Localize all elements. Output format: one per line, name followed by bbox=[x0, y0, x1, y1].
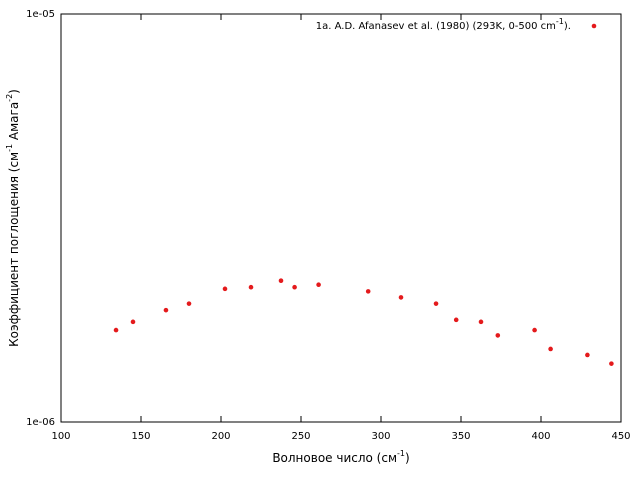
x-tick-label: 250 bbox=[291, 431, 310, 442]
point bbox=[532, 327, 537, 333]
x-tick-label: 450 bbox=[611, 431, 630, 442]
plot-frame bbox=[60, 13, 622, 423]
point bbox=[365, 289, 371, 294]
label-part: ). bbox=[564, 21, 571, 32]
label-part: 1a. A.D. Afanasev et al. (1980) (293K, 0… bbox=[316, 21, 556, 32]
point bbox=[292, 284, 297, 290]
superscript: -1 bbox=[5, 144, 14, 152]
label-part: Амага bbox=[7, 102, 21, 144]
point bbox=[433, 301, 439, 306]
label-part: ) bbox=[405, 451, 410, 465]
x-tick-label: 300 bbox=[371, 431, 390, 442]
point bbox=[130, 319, 136, 325]
x-tick-label: 100 bbox=[51, 431, 70, 442]
point bbox=[495, 333, 501, 338]
legend-label: 1a. A.D. Afanasev et al. (1980) (293K, 0… bbox=[316, 17, 571, 33]
y-tick-label: 1e-05 bbox=[26, 9, 55, 20]
point bbox=[222, 286, 228, 292]
point bbox=[113, 327, 119, 333]
x-tick-label: 150 bbox=[131, 431, 150, 442]
x-axis-label: Волновое число (см-1) bbox=[272, 449, 409, 465]
point bbox=[548, 346, 553, 352]
superscript: -1 bbox=[397, 449, 405, 458]
superscript: -2 bbox=[5, 94, 14, 102]
x-tick-label: 400 bbox=[531, 431, 550, 442]
point bbox=[278, 278, 284, 283]
point bbox=[585, 352, 590, 358]
y-tick-label: 1e-06 bbox=[26, 417, 55, 428]
legend-marker bbox=[591, 23, 597, 29]
label-part: Коэффициент поглощения (см bbox=[7, 152, 21, 347]
label-part: ) bbox=[7, 89, 21, 94]
label-part: Волновое число (см bbox=[272, 451, 397, 465]
point bbox=[186, 301, 192, 306]
point bbox=[398, 295, 404, 300]
point bbox=[453, 317, 459, 323]
point bbox=[316, 282, 321, 288]
point bbox=[248, 284, 254, 290]
point bbox=[163, 307, 169, 313]
point bbox=[478, 319, 484, 325]
y-axis-label: Коэффициент поглощения (см-1 Амага-2) bbox=[5, 89, 21, 347]
x-tick-label: 350 bbox=[451, 431, 470, 442]
superscript: -1 bbox=[556, 17, 564, 26]
point bbox=[609, 361, 614, 366]
x-tick-label: 200 bbox=[211, 431, 230, 442]
